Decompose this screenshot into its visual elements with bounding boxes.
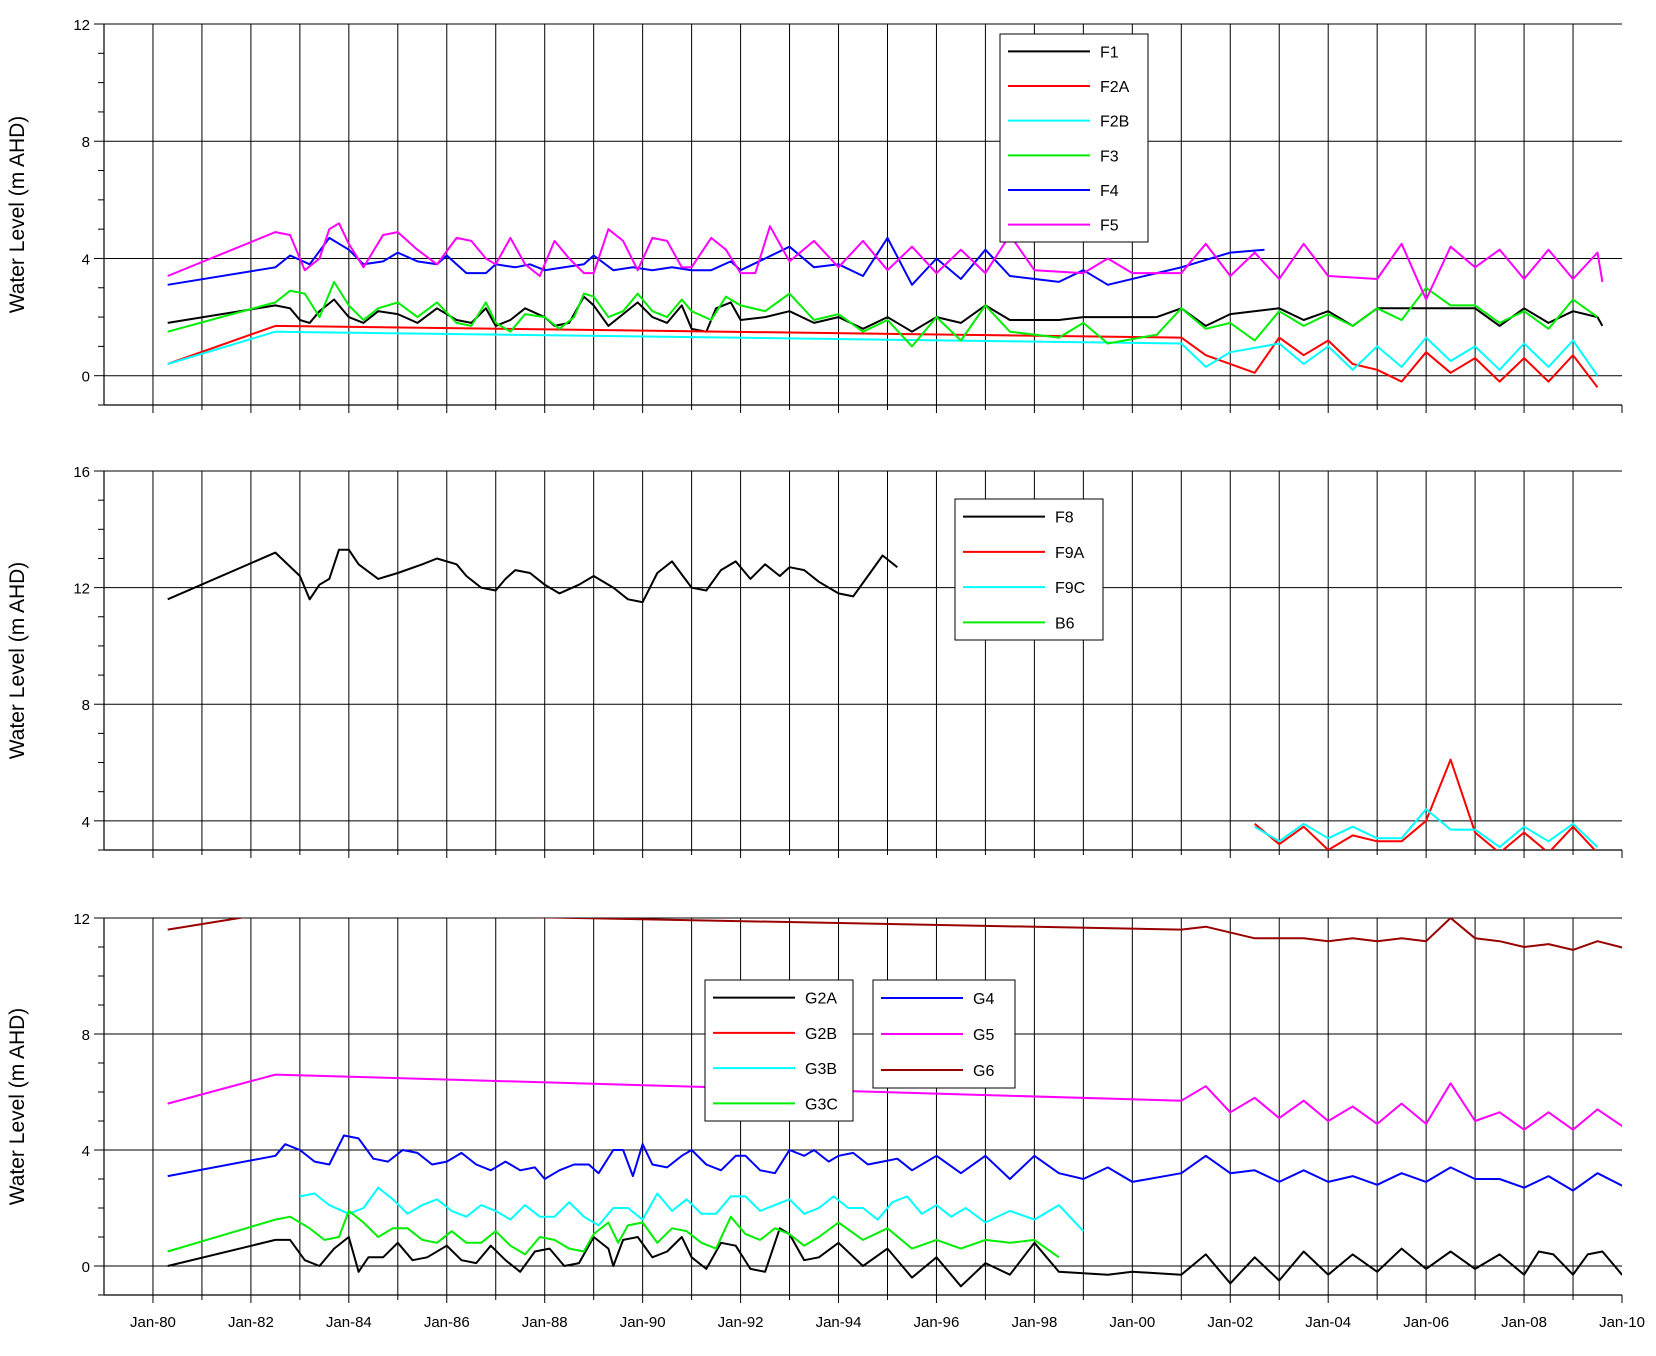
x-tick-label: Jan-84 [326,1314,372,1331]
y-tick-label: 8 [82,1027,90,1044]
x-tick-label: Jan-04 [1305,1314,1351,1331]
series-line-g3c [167,1209,1060,1259]
legend: G4 G5 G6 [872,979,1016,1089]
legend-label-f9a: F9A [1055,545,1085,562]
series-line-f1 [167,295,1604,333]
legend-label-g6: G6 [973,1063,994,1080]
legend-label-g2a: G2A [805,991,837,1008]
series-line-f2b [167,330,1599,377]
legend-box [999,33,1149,243]
chart-panel-1: 0 4 8 12 Water Level (m AHD) F1 F2A F2B F3 F4 F5 [6,17,1623,413]
x-tick-label: Jan-80 [130,1314,176,1331]
legend: F1 F2A F2B F3 F4 F5 [999,33,1149,243]
chart-panel-2: 4 8 12 16 Water Level (m AHD) F8 F9A F9C B6 [6,464,1623,858]
y-tick-label: 12 [73,581,90,598]
series-line-g2a [167,1227,1622,1288]
y-tick-label: 8 [82,134,90,151]
x-tick-label: Jan-88 [522,1314,568,1331]
y-tick-label: 4 [82,251,90,268]
legend-box [954,498,1104,641]
series-line-f9a [1254,758,1597,850]
series-line-f2a [167,324,1599,389]
series-line-f9c [1254,808,1599,849]
series-line-f3 [167,280,1599,348]
x-tick-label: Jan-02 [1207,1314,1253,1331]
legend-label-f1: F1 [1100,44,1119,61]
legend: G2A G2B G3B G3C [704,979,854,1122]
legend-label-f4: F4 [1100,183,1119,200]
legend-box [704,979,854,1122]
x-tick-label: Jan-92 [718,1314,764,1331]
x-tick-label: Jan-82 [228,1314,274,1331]
legend-label-f3: F3 [1100,148,1119,165]
legend-label-f2a: F2A [1100,79,1130,96]
chart-panel-3: 0 4 8 12 Jan-80 Jan-82 Jan-84 Jan-86 Jan-88 Jan-9… [6,911,1645,1331]
y-tick-label: 12 [73,911,90,928]
y-tick-label: 4 [82,814,90,831]
x-tick-label: Jan-90 [620,1314,666,1331]
legend-label-f5: F5 [1100,218,1119,235]
y-tick-label: 8 [82,697,90,714]
legend-label-g3b: G3B [805,1061,837,1078]
legend-label-f9c: F9C [1055,580,1085,597]
y-axis-label: Water Level (m AHD) [6,1008,29,1206]
legend-label-f2b: F2B [1100,114,1129,131]
x-tick-label: Jan-08 [1501,1314,1547,1331]
x-tick-label: Jan-10 [1599,1314,1645,1331]
y-tick-label: 16 [73,464,90,481]
y-tick-label: 12 [73,17,90,34]
y-tick-label: 0 [82,1259,90,1276]
legend-label-g2b: G2B [805,1026,837,1043]
series-line-f5 [167,222,1604,301]
y-axis-label: Water Level (m AHD) [6,116,29,314]
series-line-g4 [167,1134,1622,1192]
x-tick-label: Jan-96 [914,1314,960,1331]
x-tick-label: Jan-94 [816,1314,862,1331]
y-tick-label: 0 [82,369,90,386]
legend-label-f8: F8 [1055,510,1074,527]
series-line-f4 [167,236,1265,286]
legend: F8 F9A F9C B6 [954,498,1104,641]
y-axis-label: Water Level (m AHD) [6,562,29,760]
x-tick-label: Jan-06 [1403,1314,1449,1331]
x-tick-label: Jan-00 [1109,1314,1155,1331]
legend-label-g5: G5 [973,1027,994,1044]
legend-label-g3c: G3C [805,1096,838,1113]
series-line-g5 [167,1073,1622,1131]
legend-label-b6: B6 [1055,615,1075,632]
series-line-f8 [167,548,898,604]
series-line-g6 [167,918,1622,951]
legend-label-g4: G4 [973,991,994,1008]
series-line-g3b [299,1186,1085,1232]
x-tick-label: Jan-86 [424,1314,470,1331]
y-tick-label: 4 [82,1143,90,1160]
x-tick-label: Jan-98 [1011,1314,1057,1331]
